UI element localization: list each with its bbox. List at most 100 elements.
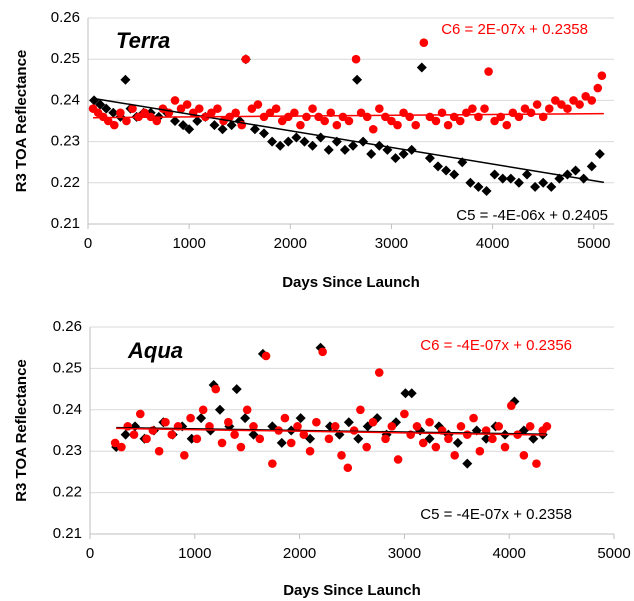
- point: [500, 442, 510, 452]
- point: [308, 104, 317, 113]
- point: [452, 437, 463, 448]
- point: [312, 417, 321, 427]
- point: [169, 116, 180, 126]
- panel-label: Aqua: [127, 338, 183, 363]
- x-tick-label: 4000: [476, 235, 509, 252]
- point: [299, 430, 309, 439]
- point: [129, 430, 139, 439]
- point: [101, 103, 112, 114]
- point: [387, 422, 397, 431]
- point: [293, 422, 302, 431]
- x-tick-label: 3000: [375, 235, 408, 252]
- trend-equation: C6 = 2E-07x + 0.2358: [441, 21, 588, 38]
- point: [525, 422, 535, 431]
- point: [569, 96, 578, 105]
- point: [351, 54, 361, 64]
- point: [296, 120, 305, 130]
- trend-line: [92, 97, 605, 184]
- point: [462, 458, 473, 469]
- point: [484, 67, 493, 76]
- point: [431, 116, 441, 126]
- point: [302, 112, 311, 122]
- point: [344, 116, 354, 126]
- point: [455, 116, 465, 126]
- point: [449, 169, 460, 180]
- point: [393, 455, 403, 464]
- point: [570, 165, 581, 176]
- point: [180, 451, 189, 460]
- x-tick-label: 0: [84, 235, 92, 252]
- point: [497, 173, 508, 184]
- point: [295, 413, 306, 424]
- point: [406, 388, 417, 399]
- point: [152, 116, 162, 126]
- point: [211, 384, 221, 394]
- point: [249, 422, 258, 431]
- point: [241, 54, 251, 64]
- point: [196, 413, 207, 424]
- point: [557, 100, 566, 109]
- point: [390, 153, 401, 164]
- x-tick-label: 0: [86, 545, 94, 562]
- point: [374, 368, 384, 377]
- x-axis-title: Days Since Launch: [283, 582, 421, 599]
- point: [307, 140, 318, 151]
- point: [182, 100, 192, 109]
- point: [375, 104, 384, 113]
- point: [136, 409, 145, 419]
- point: [89, 95, 100, 106]
- point: [198, 405, 208, 415]
- point: [398, 148, 409, 159]
- trend-equation: C6 = -4E-07x + 0.2356: [420, 337, 572, 354]
- point: [120, 429, 131, 440]
- point: [332, 120, 342, 130]
- point: [368, 417, 378, 427]
- point: [494, 422, 504, 431]
- point: [489, 169, 500, 180]
- point: [192, 116, 203, 126]
- point: [469, 413, 478, 423]
- point: [120, 74, 131, 85]
- x-tick-label: 5000: [597, 545, 630, 562]
- point: [400, 409, 409, 419]
- point: [315, 132, 326, 143]
- point: [462, 430, 472, 439]
- x-tick-label: 1000: [172, 235, 205, 252]
- point: [337, 451, 346, 460]
- point: [231, 108, 240, 118]
- point: [468, 104, 477, 113]
- point: [265, 108, 275, 118]
- point: [587, 96, 597, 105]
- point: [356, 405, 365, 415]
- y-tick-label: 0.23: [51, 133, 80, 150]
- point: [411, 120, 421, 130]
- point: [424, 153, 435, 164]
- point: [362, 442, 371, 452]
- series: [89, 54, 605, 197]
- point: [532, 459, 541, 468]
- point: [465, 177, 476, 188]
- x-tick-label: 3000: [388, 545, 421, 562]
- point: [586, 161, 597, 172]
- panel-label: Terra: [116, 28, 170, 53]
- point: [276, 437, 287, 448]
- point: [481, 186, 492, 197]
- point: [481, 433, 492, 444]
- point: [444, 434, 453, 444]
- point: [368, 124, 378, 134]
- point: [441, 165, 452, 176]
- point: [405, 112, 414, 122]
- point: [268, 459, 277, 468]
- x-tick-label: 2000: [274, 235, 307, 252]
- point: [259, 128, 270, 139]
- point: [593, 83, 603, 93]
- point: [530, 181, 541, 192]
- y-axis-title: R3 TOA Reflectance: [13, 359, 30, 502]
- point: [381, 434, 390, 444]
- point: [437, 108, 447, 118]
- point: [283, 136, 294, 147]
- point: [320, 116, 330, 126]
- point: [528, 433, 539, 444]
- point: [416, 62, 427, 73]
